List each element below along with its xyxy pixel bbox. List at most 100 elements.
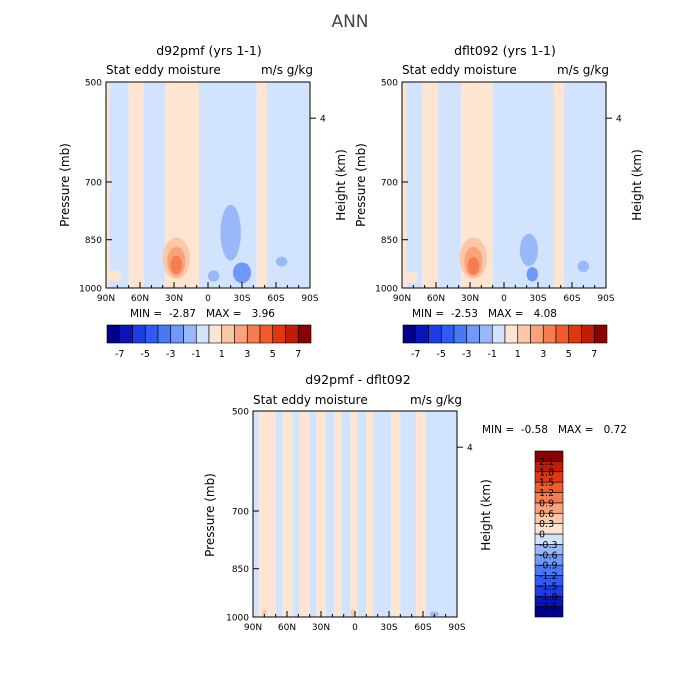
colorbar: -7 -5 -3 -1 1 3 5 7 xyxy=(106,324,312,360)
chart-panel-2: dflt092 (yrs 1-1) Stat eddy moisture m/s… xyxy=(354,43,644,360)
contour-band xyxy=(406,82,423,288)
x-tick-label: 0 xyxy=(205,294,211,304)
min-max-text: MIN = -2.53 MAX = 4.08 xyxy=(412,308,557,320)
x-tick-label: 0 xyxy=(352,623,358,633)
contour-region xyxy=(526,267,538,282)
colorbar-swatch xyxy=(272,324,286,344)
colorbar-swatch xyxy=(517,324,531,344)
contour-band xyxy=(357,411,367,617)
chart-subtitle-right: m/s g/kg xyxy=(261,63,313,77)
contour-band xyxy=(128,82,144,288)
contour-band xyxy=(143,82,165,288)
x-tick-label: 60N xyxy=(278,623,296,633)
plot-area: 90N 60N 30N 0 30S 60S 90S 500 700 850 1000 4 xyxy=(375,79,622,305)
y-axis-right-label: Height (km) xyxy=(630,149,644,220)
chart-title: d92pmf (yrs 1-1) xyxy=(156,43,262,58)
colorbar-label: 3 xyxy=(244,349,250,360)
x-tick-label: 0 xyxy=(501,294,507,304)
contour-band xyxy=(350,411,358,617)
chart-subtitle-right: m/s g/kg xyxy=(410,393,462,407)
contour-region xyxy=(220,204,241,261)
contour-band xyxy=(316,411,326,617)
x-tick-label: 60S xyxy=(563,294,580,304)
contour-band xyxy=(422,82,439,288)
contour-region xyxy=(108,270,122,282)
colorbar-swatch xyxy=(491,324,506,344)
contour-region xyxy=(170,255,182,274)
colorbar-label: 0.6 xyxy=(539,509,554,520)
colorbar-swatch xyxy=(504,324,519,344)
x-tick-label: 30N xyxy=(312,623,330,633)
chart-subtitle-left: Stat eddy moisture xyxy=(106,63,221,77)
colorbar-label: -0.3 xyxy=(539,540,558,551)
colorbar-label: 2.1 xyxy=(539,457,554,468)
colorbar-label: 3 xyxy=(540,349,546,360)
y-axis-label: Pressure (mb) xyxy=(58,143,72,227)
colorbar-label: -0.9 xyxy=(539,561,558,572)
min-max-text: MIN = -0.58 MAX = 0.72 xyxy=(482,424,627,436)
colorbar-swatch xyxy=(568,324,582,344)
contour-region xyxy=(350,609,355,616)
colorbar-label: 0.9 xyxy=(539,498,554,509)
y-axis-right-label: Height (km) xyxy=(334,149,348,220)
colorbar-label: 1 xyxy=(219,349,225,360)
colorbar-swatch xyxy=(183,324,197,344)
colorbar-swatch xyxy=(170,324,184,344)
colorbar-label: -7 xyxy=(115,349,124,360)
contour-band xyxy=(109,82,129,288)
contour-band xyxy=(258,411,276,617)
colorbar-swatch xyxy=(119,324,133,344)
x-tick-label: 90N xyxy=(244,623,262,633)
x-tick-label: 30N xyxy=(461,294,479,304)
y-axis-label: Pressure (mb) xyxy=(354,143,368,227)
contour-field xyxy=(402,82,606,288)
colorbar-swatch xyxy=(144,324,159,344)
contour-field xyxy=(106,82,310,288)
colorbar-label: 1.8 xyxy=(539,467,554,478)
y-tick-label: 850 xyxy=(85,236,102,246)
colorbar-label: -1 xyxy=(488,349,497,360)
contour-region xyxy=(262,609,267,616)
colorbar-swatch xyxy=(542,324,557,344)
contour-band xyxy=(402,82,407,288)
colorbar-swatch xyxy=(453,324,468,344)
x-tick-label: 30N xyxy=(165,294,183,304)
colorbar-label: 1.5 xyxy=(539,478,554,489)
chart-title: d92pmf - dflt092 xyxy=(305,372,410,387)
colorbar-swatch xyxy=(440,324,455,344)
colorbar-label: 7 xyxy=(591,349,597,360)
contour-band xyxy=(309,411,317,617)
colorbar-swatch xyxy=(555,324,570,344)
colorbar-label: -3 xyxy=(166,349,175,360)
chart-title: dflt092 (yrs 1-1) xyxy=(454,43,556,58)
min-max-text: MIN = -2.87 MAX = 3.96 xyxy=(130,308,275,320)
chart-subtitle-left: Stat eddy moisture xyxy=(253,393,368,407)
contour-region xyxy=(404,271,418,284)
colorbar-label: -1 xyxy=(192,349,201,360)
y-axis-label: Pressure (mb) xyxy=(203,473,217,557)
x-tick-label: 90N xyxy=(97,294,115,304)
x-tick-label: 30S xyxy=(380,623,397,633)
contour-band xyxy=(553,82,565,288)
colorbar-label: 5 xyxy=(270,349,276,360)
colorbar-swatch xyxy=(534,450,564,462)
chart-subtitle-right: m/s g/kg xyxy=(557,63,609,77)
colorbar-label: -2.1 xyxy=(539,602,558,613)
contour-band xyxy=(253,411,259,617)
x-tick-label: 60S xyxy=(414,623,431,633)
y-right-tick-label: 4 xyxy=(320,115,326,125)
y-tick-label: 500 xyxy=(381,79,398,89)
plot-area: 90N 60N 30N 0 30S 60S 90S 500 700 850 1000 4 xyxy=(226,408,473,634)
x-tick-label: 60S xyxy=(267,294,284,304)
contour-region xyxy=(577,260,589,273)
colorbar-swatch xyxy=(246,324,261,344)
colorbar-label: 0.3 xyxy=(539,519,554,530)
contour-band xyxy=(391,411,401,617)
contour-band xyxy=(282,411,293,617)
colorbar-swatch xyxy=(157,324,172,344)
contour-band xyxy=(341,411,351,617)
y-axis-right-label: Height (km) xyxy=(479,479,493,550)
page-title: ANN xyxy=(331,12,369,32)
colorbar-label: -3 xyxy=(462,349,471,360)
colorbar-label: -5 xyxy=(141,349,150,360)
